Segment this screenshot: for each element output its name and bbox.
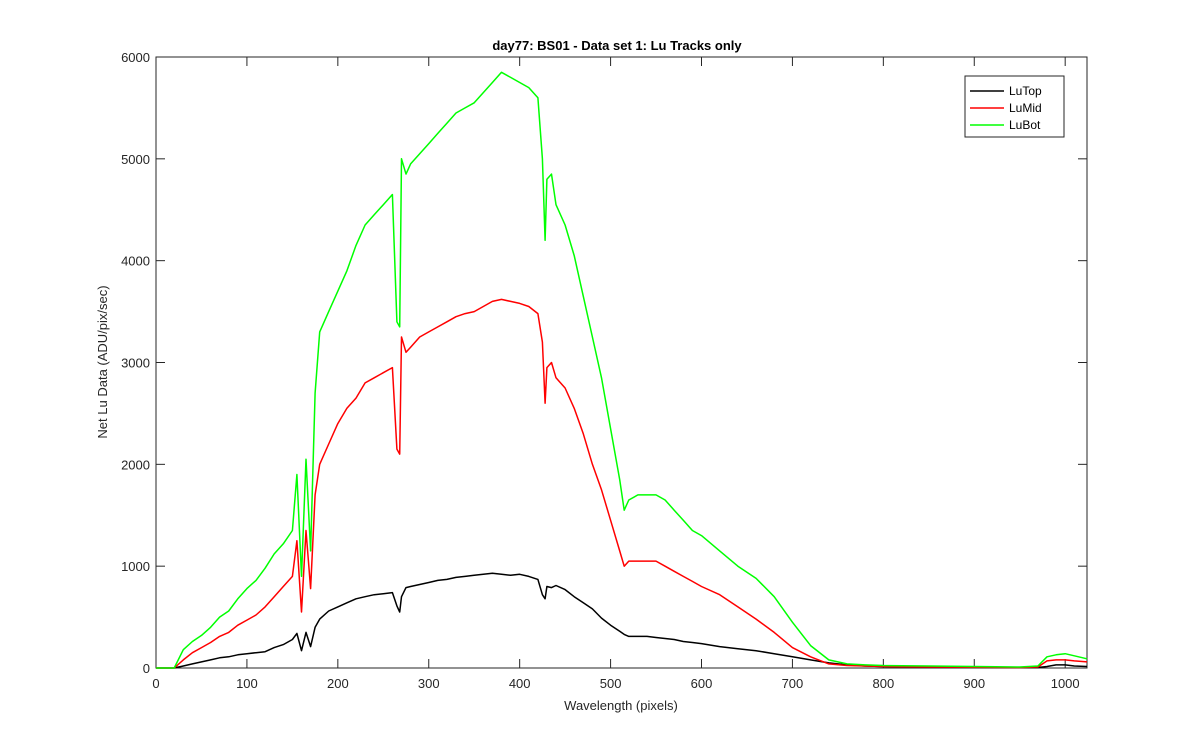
legend: LuTop LuMid LuBot <box>964 75 1065 138</box>
x-tick-label: 600 <box>691 676 713 691</box>
y-tick-label: 1000 <box>121 559 150 574</box>
series-layer <box>156 71 1088 669</box>
x-tick-label: 0 <box>152 676 159 691</box>
plot-area <box>155 56 1088 669</box>
plot-frame <box>155 56 1088 669</box>
legend-label-lumid: LuMid <box>1009 101 1042 115</box>
y-tick-label: 4000 <box>121 254 150 269</box>
legend-box <box>964 75 1065 138</box>
y-axis: 0 1000 2000 3000 4000 5000 6000 <box>121 50 1087 676</box>
legend-label-lubot: LuBot <box>1009 118 1041 132</box>
x-tick-label: 900 <box>963 676 985 691</box>
x-tick-label: 400 <box>509 676 531 691</box>
y-axis-label: Net Lu Data (ADU/pix/sec) <box>95 285 110 438</box>
x-tick-label: 500 <box>600 676 622 691</box>
x-axis: 0 100 200 300 400 500 600 700 800 900 1000 <box>152 57 1080 691</box>
y-tick-label: 5000 <box>121 152 150 167</box>
series-line-lutop <box>156 572 1088 669</box>
x-tick-label: 1000 <box>1051 676 1080 691</box>
y-tick-label: 0 <box>143 661 150 676</box>
x-tick-label: 200 <box>327 676 349 691</box>
y-tick-label: 6000 <box>121 50 150 65</box>
y-tick-label: 3000 <box>121 356 150 371</box>
x-tick-label: 700 <box>782 676 804 691</box>
x-axis-label: Wavelength (pixels) <box>564 698 678 713</box>
x-tick-label: 100 <box>236 676 258 691</box>
x-tick-label: 300 <box>418 676 440 691</box>
y-tick-label: 2000 <box>121 457 150 472</box>
legend-label-lutop: LuTop <box>1009 84 1042 98</box>
series-line-lumid <box>156 298 1088 669</box>
x-tick-label: 800 <box>872 676 894 691</box>
series-line-lubot <box>156 71 1088 669</box>
chart-title: day77: BS01 - Data set 1: Lu Tracks only <box>492 38 742 53</box>
